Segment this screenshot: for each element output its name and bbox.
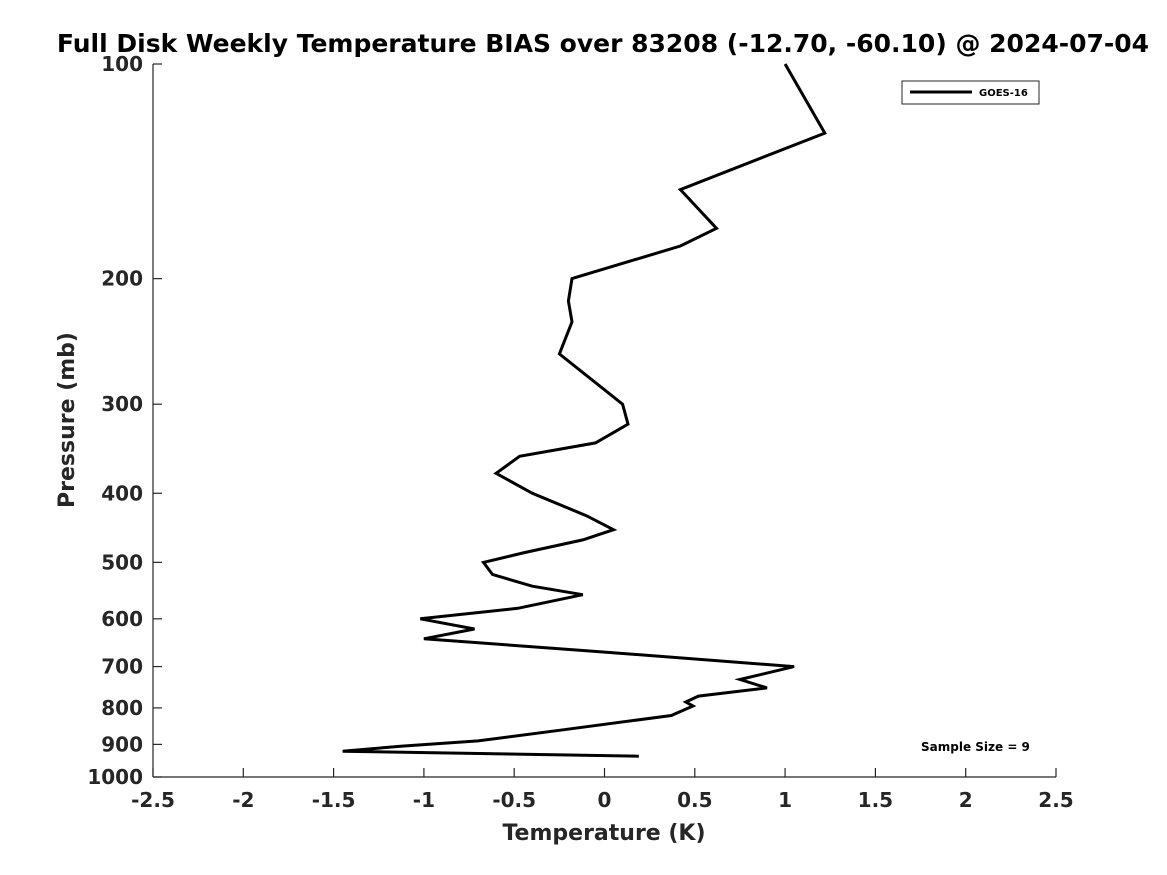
- x-tick-label: -1.5: [312, 788, 356, 812]
- x-ticks: -2.5 -2 -1.5 -1 -0.5 0 0.5 1 1.5 2 2.5: [131, 768, 1074, 812]
- legend-label-goes-16: GOES-16: [979, 88, 1028, 99]
- legend: GOES-16: [901, 80, 1040, 105]
- y-tick-label: 400: [101, 481, 143, 505]
- sample-size-annotation: Sample Size = 9: [921, 740, 1030, 754]
- series-layer: [342, 63, 827, 758]
- y-tick-label: 600: [101, 607, 143, 631]
- y-tick-label: 700: [101, 655, 143, 679]
- y-axis-label: Pressure (mb): [55, 332, 80, 508]
- x-tick-label: -2: [232, 788, 254, 812]
- y-tick-label: 1000: [87, 765, 143, 789]
- x-tick-label: 0.5: [677, 788, 712, 812]
- x-tick-label: -1: [413, 788, 435, 812]
- y-tick-label: 300: [101, 392, 143, 416]
- x-tick-label: -2.5: [131, 788, 175, 812]
- x-tick-label: 2: [959, 788, 973, 812]
- x-tick-label: 1: [778, 788, 792, 812]
- y-tick-label: 500: [101, 550, 143, 574]
- chart-title: Full Disk Weekly Temperature BIAS over 8…: [57, 29, 1149, 58]
- series-line-goes-16: [342, 63, 827, 758]
- axes: [152, 64, 1056, 778]
- y-ticks: 100 200 300 400 500 600 700 800 900 1000: [87, 52, 162, 789]
- y-tick-label: 100: [101, 52, 143, 76]
- x-tick-label: -0.5: [492, 788, 536, 812]
- y-tick-label: 800: [101, 696, 143, 720]
- x-tick-label: 1.5: [858, 788, 893, 812]
- x-axis-label: Temperature (K): [502, 821, 705, 846]
- y-tick-label: 900: [101, 732, 143, 756]
- x-tick-label: 2.5: [1038, 788, 1073, 812]
- y-tick-label: 200: [101, 267, 143, 291]
- x-tick-label: 0: [598, 788, 612, 812]
